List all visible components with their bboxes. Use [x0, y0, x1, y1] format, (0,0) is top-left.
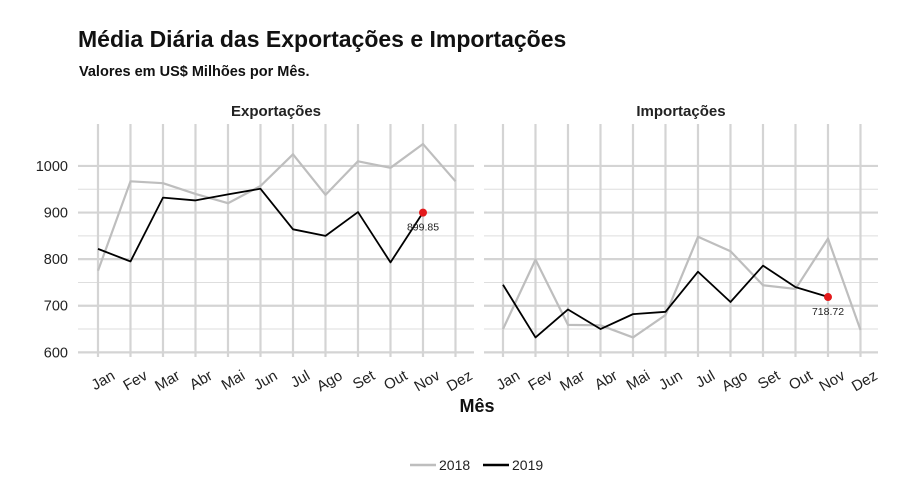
- x-tick-label: Ago: [314, 367, 346, 395]
- x-tick-label: Out: [381, 367, 411, 394]
- legend-label: 2019: [512, 457, 543, 473]
- x-tick-label: Dez: [444, 367, 476, 395]
- x-tick-label: Mar: [152, 367, 183, 395]
- y-tick-label: 900: [44, 206, 68, 222]
- x-tick-label: Jan: [494, 367, 523, 394]
- x-tick-label: Set: [350, 367, 379, 393]
- x-tick-label: Jul: [288, 367, 313, 391]
- x-tick-label: Out: [786, 367, 816, 394]
- legend: 2018 2019: [410, 457, 543, 473]
- x-tick-label: Set: [755, 367, 784, 393]
- panel-title: Exportações: [231, 103, 321, 120]
- chart-title: Média Diária das Exportações e Importaçõ…: [78, 26, 567, 52]
- x-tick-label: Ago: [719, 367, 751, 395]
- x-tick-label: Nov: [411, 367, 443, 395]
- legend-label: 2018: [439, 457, 470, 473]
- y-tick-label: 600: [44, 345, 68, 361]
- highlight-point: [419, 208, 427, 217]
- x-tick-label: Jan: [89, 367, 118, 394]
- x-tick-label: Jul: [693, 367, 718, 391]
- series-line-2018: [96, 142, 457, 272]
- panel-2: Importações 718.72 Jan Fev Mar Abr Mai Jun Jul Ag…: [484, 103, 881, 395]
- series-line-2018: [502, 235, 862, 339]
- x-tick-label: Fev: [525, 367, 556, 394]
- panel-1: Exportações 899.85 Jan Fev Mar Abr Mai Jun Jul Ag…: [78, 103, 476, 395]
- y-tick-label: 800: [44, 252, 68, 268]
- highlight-label: 899.85: [407, 222, 439, 234]
- chart-subtitle: Valores em US$ Milhões por Mês.: [79, 64, 310, 80]
- highlight-point: [824, 293, 832, 302]
- x-tick-label: Abr: [592, 367, 621, 393]
- x-tick-label: Jun: [251, 367, 280, 394]
- x-tick-label: Abr: [187, 367, 216, 393]
- series-line-2019: [97, 187, 424, 264]
- x-axis-label: Mês: [459, 396, 494, 416]
- panel-title: Importações: [636, 103, 725, 120]
- y-tick-label: 1000: [36, 159, 68, 175]
- x-tick-label: Mai: [624, 367, 653, 394]
- x-tick-label: Mai: [219, 367, 248, 394]
- series-line-2019: [502, 264, 829, 339]
- x-tick-label: Mar: [557, 367, 588, 395]
- x-tick-label: Jun: [656, 367, 685, 394]
- x-tick-label: Dez: [849, 367, 881, 395]
- x-tick-label: Fev: [120, 367, 151, 394]
- y-tick-label: 700: [44, 299, 68, 315]
- x-tick-label: Nov: [816, 367, 848, 395]
- highlight-label: 718.72: [812, 306, 844, 318]
